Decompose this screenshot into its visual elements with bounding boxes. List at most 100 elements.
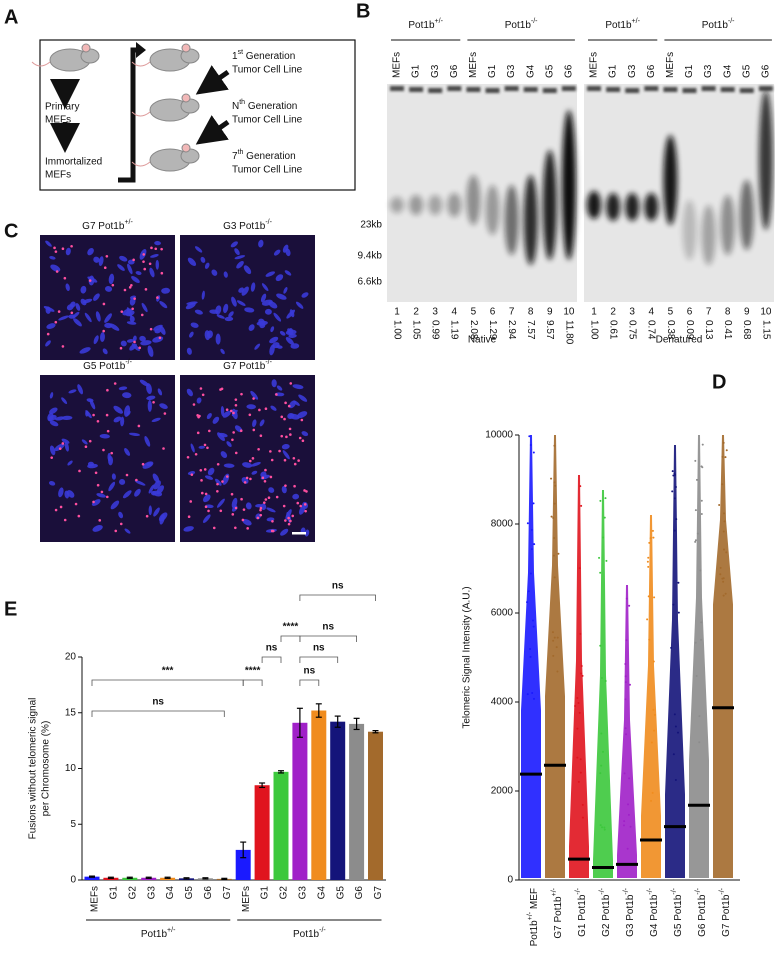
chromosome [48, 481, 56, 486]
outlier-dot [579, 632, 582, 635]
chromosome [186, 388, 194, 397]
chromosome [93, 335, 99, 345]
outlier-dot [672, 474, 675, 477]
telomere-spot [240, 497, 243, 501]
telomere-spot [88, 439, 92, 443]
telomere-spot [145, 514, 149, 518]
outlier-dot [599, 571, 602, 574]
telomere-spot [113, 382, 117, 385]
chromosome [48, 414, 57, 421]
chromosome [201, 290, 205, 300]
chromosome [157, 388, 163, 396]
outlier-dot [653, 596, 656, 599]
outlier-dot [530, 548, 533, 551]
telomere-spot [100, 490, 104, 494]
lane-ratio: 0.74 [646, 320, 657, 340]
telomere-spot [234, 506, 238, 510]
lane-label: MEFs [665, 52, 676, 78]
lane-number: 6 [687, 307, 693, 318]
mouse-tail [31, 61, 51, 67]
gel-label: Native [468, 335, 497, 346]
telomere-spot [245, 476, 249, 480]
chromosome [88, 275, 95, 286]
chromosome [304, 529, 310, 537]
telomere-spot [287, 522, 291, 526]
outlier-dot [627, 813, 630, 816]
outlier-dot [553, 502, 556, 505]
telomere-spot [248, 413, 252, 417]
outlier-dot [601, 826, 604, 829]
chromosome [66, 490, 75, 498]
outlier-dot [532, 502, 535, 505]
chromosome [58, 315, 69, 321]
chromosome [54, 443, 65, 452]
chromosome [87, 463, 98, 469]
telomere-spot [150, 246, 153, 250]
chromosome [161, 287, 171, 294]
outlier-dot [551, 631, 554, 634]
outlier-dot [623, 820, 626, 823]
gel-smear [606, 193, 621, 221]
outlier-dot [553, 636, 556, 639]
lane-ratio: 2.94 [506, 320, 517, 340]
telomere-spot [162, 447, 165, 450]
telomere-spot [149, 327, 153, 331]
chromosome [65, 247, 71, 256]
gel-smear [523, 175, 538, 265]
outlier-dot [599, 824, 602, 827]
telomere-spot [216, 462, 220, 466]
x-tick-label: G1 [260, 886, 271, 900]
outlier-dot [695, 674, 698, 677]
image-label: G3 Pot1b-/- [223, 219, 273, 231]
outlier-dot [719, 573, 722, 576]
significance-label: ns [304, 666, 316, 677]
significance-label: ns [332, 581, 344, 592]
y-tick-label: 0 [507, 875, 513, 886]
x-tick-label: G6 Pot1b-/- [695, 887, 707, 937]
chromosome [135, 271, 142, 275]
chromosome [113, 405, 123, 414]
gel-label: Denatured [656, 335, 703, 346]
outlier-dot [581, 674, 584, 677]
mouse-tail [131, 61, 151, 67]
chromosome [84, 312, 92, 323]
outlier-dot [526, 693, 529, 696]
outlier-dot [625, 597, 628, 600]
distribution-shape [569, 475, 589, 878]
outlier-dot [719, 566, 722, 569]
chromosome [293, 400, 300, 406]
telomere-spot [190, 473, 194, 476]
telomere-spot [201, 393, 205, 397]
chromosome [100, 332, 105, 342]
chromosome [159, 403, 168, 410]
chromosome [45, 240, 52, 247]
chromosome [215, 333, 221, 345]
telomere-spot [96, 420, 100, 423]
chromosome [108, 273, 115, 285]
panel-label: A [4, 6, 18, 28]
chromosome [102, 348, 108, 355]
chromosome [285, 337, 294, 345]
bar [235, 849, 251, 880]
step-label: Tumor Cell Line [232, 165, 303, 176]
telomere-spot [130, 283, 133, 287]
chromosome [155, 259, 159, 270]
gel-smear [390, 197, 404, 213]
gel-well [409, 87, 424, 92]
gel-smear [720, 195, 735, 255]
chromosome [194, 309, 203, 315]
chromosome [75, 303, 81, 311]
lane-label: G6 [646, 64, 657, 78]
chromosome [186, 301, 198, 305]
chromosome [190, 322, 199, 328]
outlier-dot [672, 603, 675, 606]
telomere-spot [143, 267, 147, 271]
chromosome [134, 488, 141, 497]
step-label: Primary [45, 102, 79, 113]
gel-smear [663, 135, 678, 225]
x-tick-label: G3 [298, 886, 309, 900]
significance-label: ns [313, 643, 325, 654]
chromosome [252, 419, 257, 428]
chromosome [292, 384, 304, 390]
telomere-spot [105, 495, 109, 499]
